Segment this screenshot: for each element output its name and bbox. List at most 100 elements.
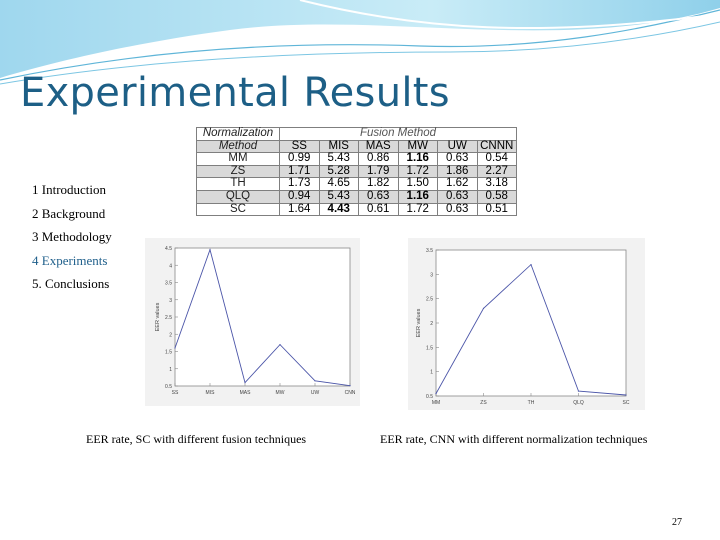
x-tick-label: SS: [172, 390, 179, 396]
data-point: [279, 344, 281, 346]
table-corner-top: Normalization: [196, 127, 280, 141]
table-cell: 5.43: [318, 189, 359, 204]
y-tick-label: 2: [169, 332, 172, 338]
page-number: 27: [672, 517, 682, 528]
y-axis-label: EER values: [416, 308, 422, 337]
data-point: [530, 264, 532, 266]
data-point: [482, 307, 485, 309]
row-method-label: SC: [196, 202, 280, 217]
table-cell: 1.72: [397, 164, 438, 179]
series-line: [174, 248, 351, 387]
chart-cnn-normalization: 0.5 1 1.5 2 2.5 3 3.5 MM ZS TH QLQ SC EER values: [408, 238, 645, 410]
table-cell: 1.64: [279, 202, 320, 217]
row-method-label: TH: [196, 177, 280, 191]
y-tick-label: 1.5: [426, 345, 433, 351]
table-cell: 0.63: [437, 152, 478, 166]
table-cell: 1.62: [437, 177, 478, 191]
outline-item-background[interactable]: 2 Background: [32, 205, 106, 221]
x-tick-label: MIS: [206, 390, 216, 396]
data-point: [625, 394, 627, 396]
data-point: [314, 380, 316, 382]
y-tick-label: 1: [169, 367, 172, 373]
table-cell: 0.58: [476, 189, 517, 204]
outline-item-introduction[interactable]: 1 Introduction: [32, 182, 107, 197]
table-row: QLQ 0.94 5.43 0.63 1.16 0.63 0.58: [196, 189, 517, 204]
y-tick-label: 2.5: [165, 315, 172, 321]
chart-caption-cnn: EER rate, CNN with different normalizati…: [380, 432, 648, 446]
table-cell-value: 1.16: [406, 152, 429, 165]
table-cell: 5.43: [318, 152, 359, 166]
table-cell: 0.94: [279, 189, 320, 204]
table-row: SC 1.64 4.43 0.61 1.72 0.63 0.51: [196, 202, 517, 217]
slide-title: Experimental Results: [20, 70, 450, 116]
chart-caption-sc: EER rate, SC with different fusion techn…: [86, 432, 307, 446]
table-cell: 1.86: [437, 164, 478, 179]
table-group-header: Fusion Method: [279, 127, 517, 141]
table-column-header: UW: [437, 139, 478, 154]
table-body: MM 0.99 5.43 0.86 1.16 0.63 0.54 ZS 1.71 5.28 1.79…: [196, 152, 517, 217]
y-tick-label: 1: [430, 370, 433, 376]
chart-sc-fusion: 0.5 1 1.5 2 2.5 3 3.5 4 4.5 SS MIS MAS MW UW CNN EER va…: [145, 238, 360, 406]
table-cell-value: 4.43: [327, 202, 350, 215]
table-cell: 5.28: [318, 164, 359, 179]
data-point: [577, 390, 580, 392]
results-table: Normalization Fusion Method Method SS MI…: [196, 127, 517, 217]
table-cell: 3.18: [476, 177, 517, 191]
table-row: TH 1.73 4.65 1.82 1.50 1.62 3.18: [196, 177, 517, 191]
plot-area: [435, 249, 627, 397]
y-tick-label: 1.5: [165, 350, 172, 356]
y-tick-label: 3.5: [426, 248, 433, 254]
x-tick-label: CNN: [345, 390, 356, 396]
table-column-header: MAS: [358, 139, 399, 154]
table-cell: 1.82: [358, 177, 399, 191]
table-cell: 1.73: [279, 177, 320, 191]
y-tick-label: 0.5: [426, 394, 433, 400]
x-tick-label: QLQ: [573, 400, 584, 406]
table-cell: 0.63: [437, 202, 478, 217]
data-point: [209, 249, 211, 251]
row-method-label: MM: [196, 152, 280, 166]
data-point: [174, 347, 176, 349]
table-cell: 1.50: [397, 177, 438, 191]
table-row: MM 0.99 5.43 0.86 1.16 0.63 0.54: [196, 152, 517, 166]
table-cell: 1.79: [358, 164, 399, 179]
x-tick-label: MM: [432, 400, 440, 406]
table-cell: 0.54: [476, 152, 517, 166]
outline-item-experiments[interactable]: 4 Experiments: [32, 252, 108, 268]
row-method-label: QLQ: [196, 189, 280, 204]
table-row: ZS 1.71 5.28 1.79 1.72 1.86 2.27: [196, 164, 517, 179]
y-tick-label: 3.5: [165, 281, 172, 287]
x-tick-label: SC: [623, 400, 630, 406]
x-tick-label: MW: [276, 390, 285, 396]
header-wave-decoration: [0, 0, 720, 85]
outline-item-methodology[interactable]: 3 Methodology: [32, 229, 112, 244]
table-cell: 0.61: [358, 202, 399, 217]
y-tick-label: 0.5: [165, 384, 172, 390]
table-cell: 0.51: [476, 202, 517, 217]
table-cell: 1.71: [279, 164, 320, 179]
data-point: [349, 385, 351, 387]
outline-list: 1 Introduction 2 Background 3 Methodolog…: [32, 180, 112, 298]
table-column-header: MIS: [318, 139, 359, 154]
x-tick-label: UW: [311, 390, 320, 396]
y-tick-label: 2: [430, 321, 433, 327]
table-cell: 0.99: [279, 152, 320, 166]
table-cell: 0.63: [358, 189, 399, 204]
table-column-header: CNNN: [476, 139, 517, 154]
y-tick-label: 2.5: [426, 297, 433, 303]
x-tick-label: TH: [528, 400, 535, 406]
y-axis-label: EER values: [155, 302, 161, 331]
table-cell: 0.86: [358, 152, 399, 166]
table-cell-value: 1.16: [406, 189, 429, 202]
plot-area: [174, 247, 351, 387]
table-cell: 0.63: [437, 189, 478, 204]
table-column-header: MW: [397, 139, 438, 154]
table-cell: 1.16: [397, 152, 438, 166]
y-tick-label: 4.5: [165, 246, 172, 252]
table-cell: 1.16: [397, 189, 438, 204]
y-tick-label: 3: [169, 298, 172, 304]
y-tick-label: 4: [169, 263, 172, 269]
outline-item-conclusions[interactable]: 5. Conclusions: [32, 276, 110, 291]
y-tick-label: 3: [430, 272, 433, 278]
x-tick-label: MAS: [240, 390, 252, 396]
